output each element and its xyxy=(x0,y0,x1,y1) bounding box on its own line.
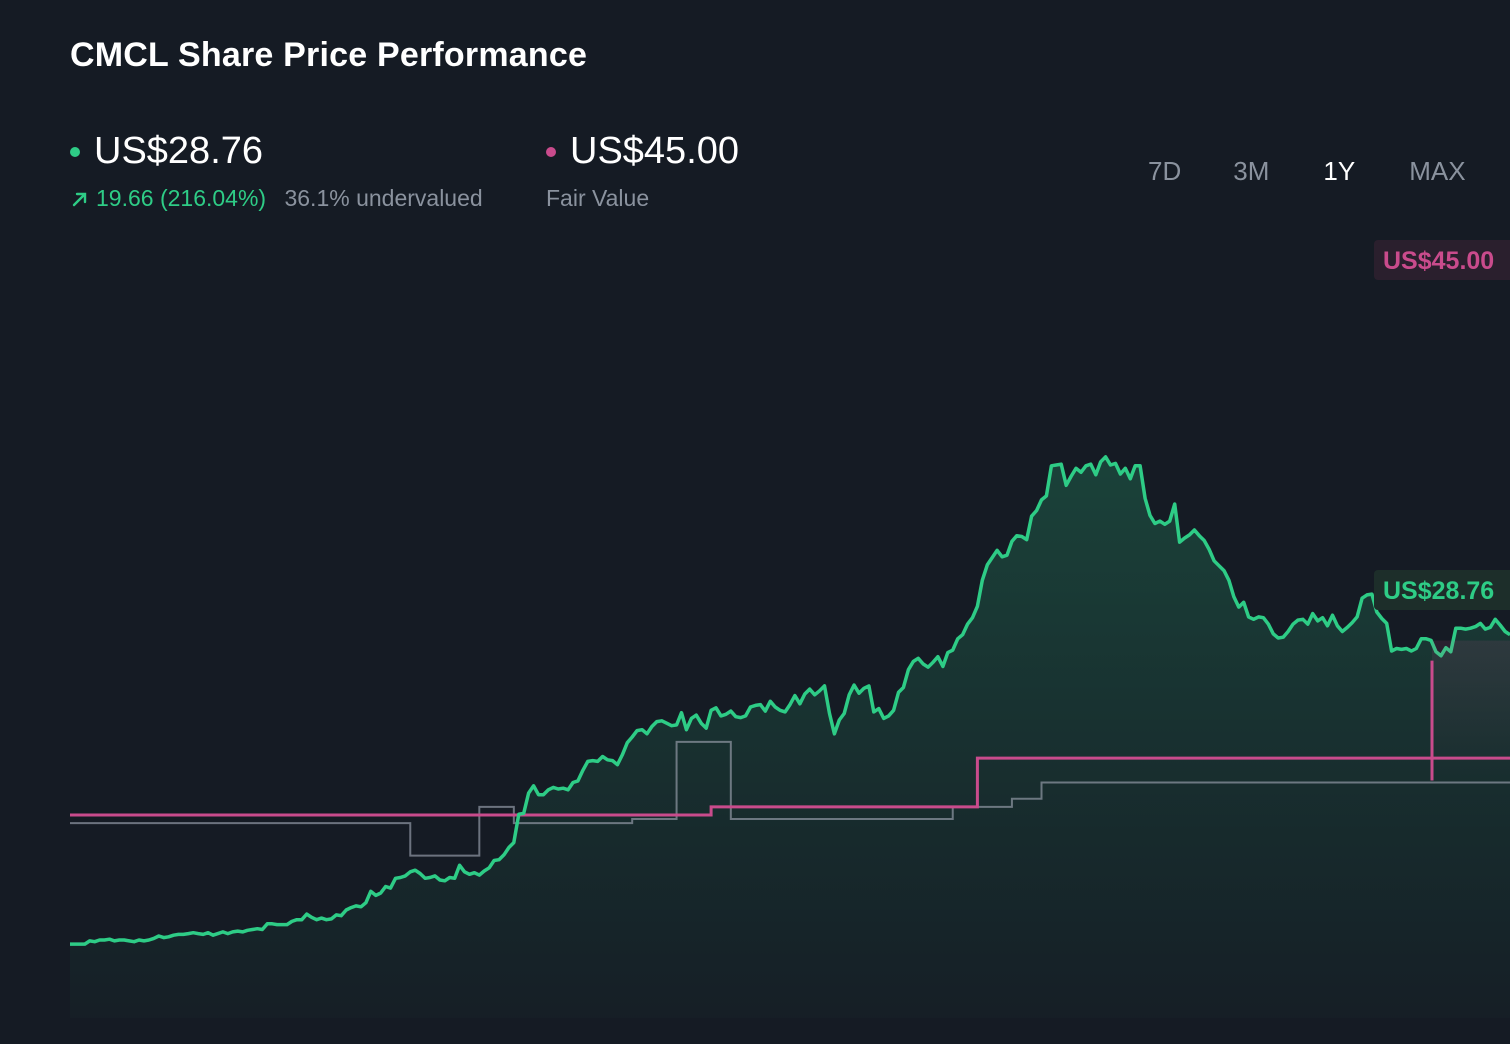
fair-value-tag-bg xyxy=(1374,240,1510,280)
page-title: CMCL Share Price Performance xyxy=(70,36,588,74)
fair-value-amount: US$45.00 xyxy=(570,130,740,172)
current-price: US$28.76 xyxy=(94,130,264,172)
price-line xyxy=(70,455,1510,946)
timeframe-3m[interactable]: 3M xyxy=(1233,156,1270,186)
fair-value-gap-area xyxy=(1432,640,1510,781)
fair-value-label: Fair Value xyxy=(546,185,650,211)
current-price-tag-bg xyxy=(1374,570,1510,610)
arrow-up-right-icon xyxy=(72,192,87,207)
fair-value-legend-dot xyxy=(546,146,556,157)
valuation-status: 36.1% undervalued xyxy=(284,185,483,211)
price-area-fill xyxy=(70,456,1510,1018)
price-summary: US$28.76 19.66 (216.04%) 36.1% undervalu… xyxy=(70,130,483,212)
timeframe-1y[interactable]: 1Y xyxy=(1323,156,1356,186)
price-legend-dot xyxy=(70,146,80,157)
price-change: 19.66 (216.04%) xyxy=(96,185,267,211)
timeframe-max[interactable]: MAX xyxy=(1409,156,1466,186)
timeframe-selector: 7D 3M 1Y MAX xyxy=(1120,154,1510,189)
timeframe-7d[interactable]: 7D xyxy=(1148,156,1182,186)
fair-value-tag: US$45.00 xyxy=(1383,247,1494,275)
fair-value-line xyxy=(70,756,1510,817)
fair-value-summary: US$45.00 Fair Value xyxy=(546,130,739,212)
analyst-estimate-line xyxy=(70,740,1510,857)
current-price-tag: US$28.76 xyxy=(1383,577,1494,605)
